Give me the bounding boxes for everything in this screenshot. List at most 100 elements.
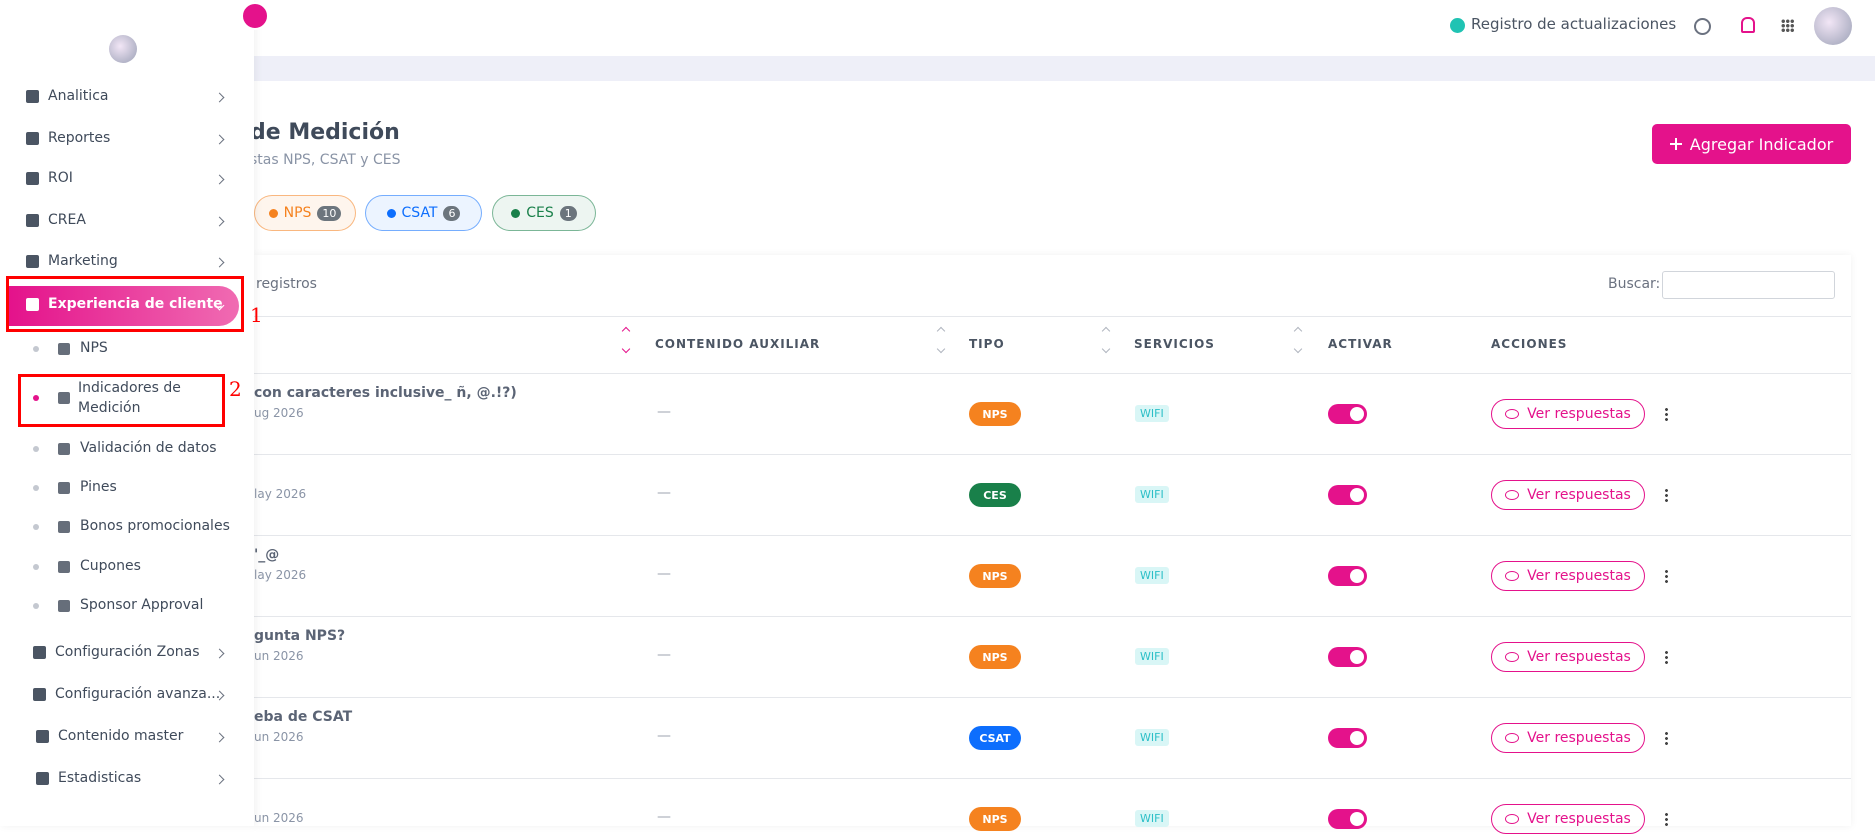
toggle-sidebar[interactable]: [241, 2, 269, 30]
sidebar-avatar: [109, 35, 137, 63]
column-header[interactable]: SERVICIOS: [1134, 337, 1215, 351]
row-date: lay 2026: [254, 487, 307, 501]
menu-item[interactable]: Experiencia de cliente: [48, 296, 223, 312]
filter-pill[interactable]: NPS 10: [254, 195, 356, 231]
row-title: con caracteres inclusive_ ñ, @.!?): [254, 385, 517, 401]
view-button[interactable]: Ver respuestas: [1491, 723, 1645, 753]
row-aux: —: [657, 728, 671, 744]
filter-pill[interactable]: CES 1: [492, 195, 596, 231]
toggle[interactable]: [1328, 566, 1367, 586]
column-header[interactable]: CONTENIDO AUXILIAR: [655, 337, 821, 351]
top-bar: [0, 0, 1875, 56]
filter-label: NPS: [283, 205, 312, 221]
submenu-item[interactable]: NPS: [80, 340, 108, 356]
row-aux: —: [657, 566, 671, 582]
toggle[interactable]: [1328, 404, 1367, 424]
submenu-item[interactable]: Cupones: [80, 558, 141, 574]
sub-icon: [58, 443, 70, 455]
view-button[interactable]: Ver respuestas: [1491, 804, 1645, 834]
bell-icon[interactable]: [1741, 17, 1755, 33]
column-header[interactable]: ACTIVAR: [1328, 337, 1393, 351]
row-line: [254, 454, 1851, 455]
menu-item[interactable]: Marketing: [48, 253, 118, 269]
type-badge: NPS: [969, 402, 1021, 426]
service-badge: WIFI: [1135, 486, 1169, 503]
header-line: [254, 373, 1851, 374]
menu-item[interactable]: Analitica: [48, 88, 109, 104]
submenu-item[interactable]: Pines: [80, 479, 117, 495]
sub-dot: [33, 603, 39, 609]
submenu-item[interactable]: Sponsor Approval: [80, 597, 204, 613]
toggle[interactable]: [1328, 647, 1367, 667]
filter-pill[interactable]: CSAT 6: [365, 195, 482, 231]
menu-item[interactable]: Configuración Zonas: [55, 644, 200, 660]
toggle-knob: [1350, 488, 1364, 502]
toggle-knob: [1350, 407, 1364, 421]
page-title: de Medición: [250, 120, 400, 145]
column-header[interactable]: TIPO: [969, 337, 1005, 351]
check-icon: [1450, 18, 1465, 33]
toggle-knob: [1350, 650, 1364, 664]
view-button[interactable]: Ver respuestas: [1491, 561, 1645, 591]
menu-item[interactable]: Contenido master: [58, 728, 184, 744]
more-icon[interactable]: [1665, 569, 1668, 583]
menu-icon: [33, 646, 46, 659]
toggle[interactable]: [1328, 728, 1367, 748]
submenu-item[interactable]: Indicadores de Medición: [78, 380, 181, 416]
menu-item[interactable]: CREA: [48, 212, 86, 228]
eye-icon: [1505, 409, 1520, 419]
menu-icon: [26, 132, 39, 145]
sub-icon: [58, 392, 70, 404]
submenu-item[interactable]: Validación de datos: [80, 440, 217, 456]
row-title: gunta NPS?: [254, 628, 346, 644]
active-menu-bg: [9, 286, 239, 326]
search-input[interactable]: [1662, 271, 1835, 299]
toggle-knob: [1350, 812, 1364, 826]
view-button[interactable]: Ver respuestas: [1491, 399, 1645, 429]
apps-icon[interactable]: [1781, 19, 1794, 32]
menu-item[interactable]: Configuración avanza...: [55, 686, 221, 702]
table-card: [254, 255, 1851, 826]
more-icon[interactable]: [1665, 812, 1668, 826]
sub-dot: [33, 446, 39, 452]
plus-icon: [1669, 138, 1682, 150]
row-line: [254, 778, 1851, 779]
filter-dot: [511, 208, 521, 218]
menu-icon: [33, 688, 46, 701]
globe-icon[interactable]: [1694, 18, 1711, 35]
more-icon[interactable]: [1665, 650, 1668, 664]
sub-icon: [58, 521, 70, 533]
length-text: registros: [256, 276, 317, 292]
more-icon[interactable]: [1665, 488, 1668, 502]
view-button-label: Ver respuestas: [1527, 649, 1631, 665]
sub-icon: [58, 482, 70, 494]
eye-icon: [1505, 814, 1520, 824]
menu-item[interactable]: Estadisticas: [58, 770, 142, 786]
annotation-box: [18, 374, 225, 427]
toggle[interactable]: [1328, 485, 1367, 505]
more-icon[interactable]: [1665, 407, 1668, 421]
sub-dot: [33, 346, 39, 352]
avatar[interactable]: [1814, 7, 1852, 45]
column-header[interactable]: ACCIONES: [1491, 337, 1568, 351]
view-button-label: Ver respuestas: [1527, 811, 1631, 827]
toggle[interactable]: [1328, 809, 1367, 829]
page-subtitle: stas NPS, CSAT y CES: [250, 152, 401, 168]
updates-link[interactable]: Registro de actualizaciones: [1471, 15, 1677, 33]
eye-icon: [1505, 733, 1520, 743]
sub-dot: [33, 395, 39, 401]
menu-item[interactable]: Reportes: [48, 130, 111, 146]
view-button-label: Ver respuestas: [1527, 730, 1631, 746]
more-icon[interactable]: [1665, 731, 1668, 745]
submenu-item[interactable]: Bonos promocionales: [80, 518, 230, 534]
row-line: [254, 535, 1851, 536]
annotation-label: 1: [250, 303, 263, 327]
view-button[interactable]: Ver respuestas: [1491, 480, 1645, 510]
add-button[interactable]: Agregar Indicador: [1652, 124, 1851, 164]
sub-icon: [58, 600, 70, 612]
search-label: Buscar:: [1608, 276, 1661, 292]
service-badge: WIFI: [1135, 567, 1169, 584]
view-button[interactable]: Ver respuestas: [1491, 642, 1645, 672]
menu-item[interactable]: ROI: [48, 170, 73, 186]
row-date: lay 2026: [254, 568, 307, 582]
